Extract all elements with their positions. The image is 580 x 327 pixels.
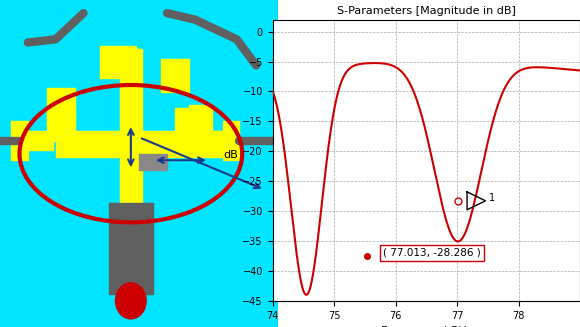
Bar (189, 105, 212, 144)
Title: S-Parameters [Magnitude in dB]: S-Parameters [Magnitude in dB] (337, 6, 516, 16)
Bar (20, 131, 53, 150)
Bar (119, 49, 142, 294)
Bar (139, 154, 167, 170)
Bar (48, 108, 75, 141)
X-axis label: Frequency / GHz: Frequency / GHz (380, 326, 472, 327)
Text: ( 77.013, -28.286 ): ( 77.013, -28.286 ) (383, 248, 481, 258)
Circle shape (115, 283, 146, 319)
Bar (201, 131, 234, 150)
Bar (11, 121, 28, 160)
Bar (48, 88, 75, 121)
Text: 1: 1 (488, 193, 495, 203)
Bar (108, 203, 153, 294)
Bar (223, 121, 240, 160)
Bar (175, 108, 203, 141)
Bar (56, 131, 223, 157)
Y-axis label: dB: dB (224, 150, 238, 160)
Bar (161, 59, 189, 92)
Bar (100, 46, 136, 78)
